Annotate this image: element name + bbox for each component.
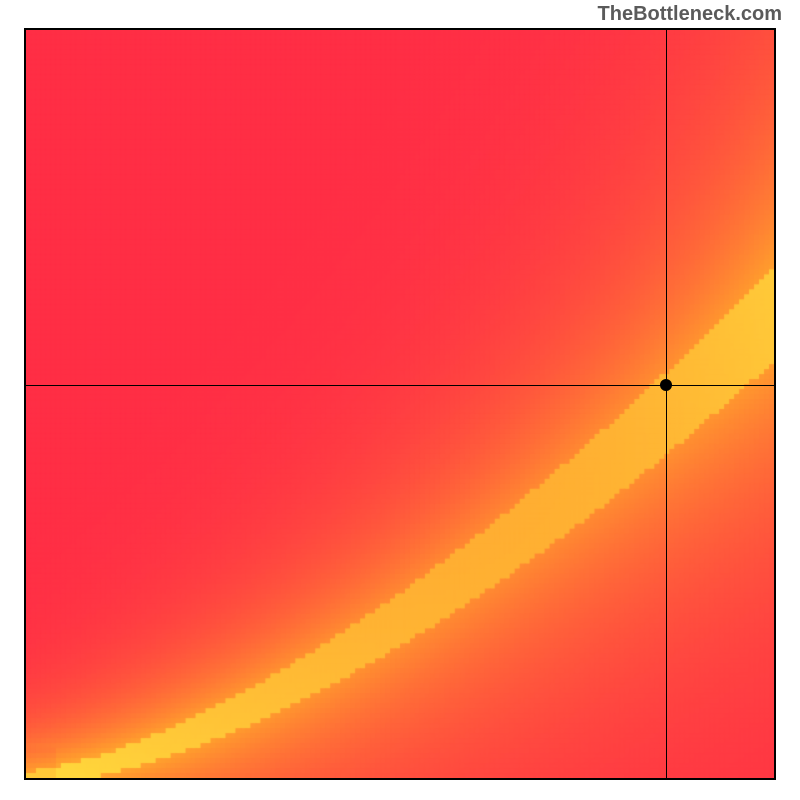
crosshair-vertical [666,30,667,778]
chart-container: TheBottleneck.com [0,0,800,800]
heatmap-canvas [26,30,774,778]
plot-frame [24,28,776,780]
watermark-text: TheBottleneck.com [598,3,782,26]
crosshair-marker-dot [660,379,672,391]
